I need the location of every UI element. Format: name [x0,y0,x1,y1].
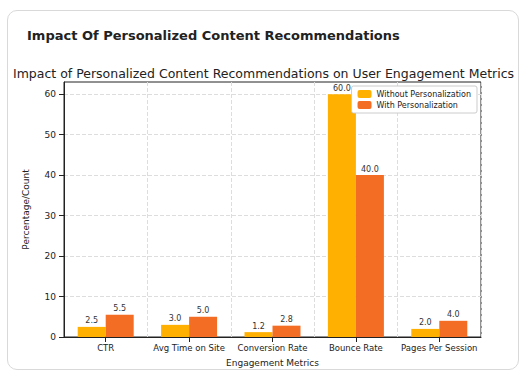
svg-text:Avg Time on Site: Avg Time on Site [153,343,225,353]
svg-text:4.0: 4.0 [447,310,460,319]
svg-text:60.0: 60.0 [333,84,351,93]
svg-text:5.0: 5.0 [197,306,210,315]
svg-text:0: 0 [50,332,56,342]
svg-text:2.0: 2.0 [419,318,432,327]
svg-text:Engagement Metrics: Engagement Metrics [226,358,319,368]
svg-text:2.8: 2.8 [280,315,293,324]
svg-text:With Personalization: With Personalization [377,101,458,110]
svg-text:5.5: 5.5 [113,304,126,313]
svg-text:Conversion Rate: Conversion Rate [238,343,308,353]
svg-text:CTR: CTR [97,343,114,353]
svg-text:50: 50 [45,130,57,140]
svg-text:2.5: 2.5 [85,316,98,325]
svg-text:3.0: 3.0 [169,314,182,323]
svg-text:Without Personalization: Without Personalization [377,90,471,99]
svg-text:10: 10 [45,292,57,302]
svg-text:40.0: 40.0 [361,165,379,174]
svg-text:Percentage/Count: Percentage/Count [21,169,31,250]
svg-text:20: 20 [45,251,57,261]
svg-text:Impact of Personalized Content: Impact of Personalized Content Recommend… [13,66,514,81]
svg-text:1.2: 1.2 [252,322,265,331]
svg-text:60: 60 [45,89,57,99]
svg-text:Bounce Rate: Bounce Rate [329,343,383,353]
svg-text:30: 30 [45,211,57,221]
svg-text:Impact Of Personalized Content: Impact Of Personalized Content Recommend… [27,28,400,43]
svg-text:40: 40 [45,170,57,180]
svg-text:Pages Per Session: Pages Per Session [401,343,477,353]
